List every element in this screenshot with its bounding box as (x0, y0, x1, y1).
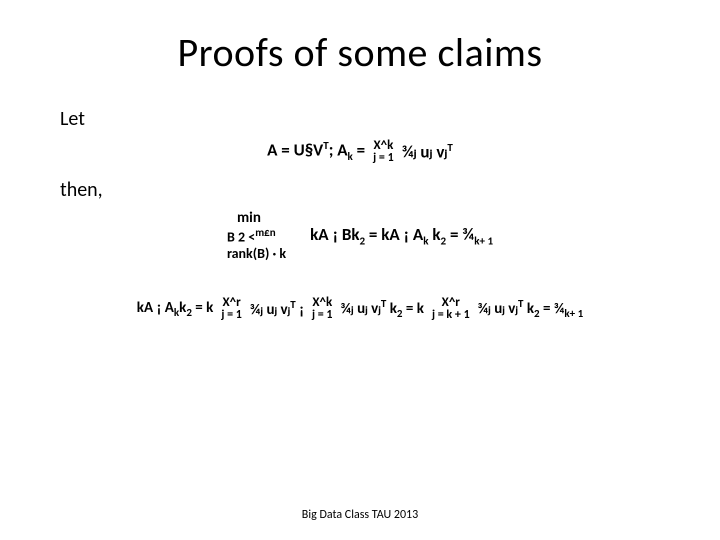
eq2-b4s: k+ 1 (474, 235, 493, 248)
equation-1: A = U§VT; Ak = X^k X j = 1 ¾ⱼ uⱼ vⱼT (40, 139, 680, 164)
eq2-body: kA ¡ Bk2 = kA ¡ Ak k2 = ¾k+ 1 (310, 224, 493, 247)
eq3-sumC-bot: j = k + 1 (432, 309, 470, 321)
equation-3: kA ¡ Akk2 = k X^r j = 1 ¾ⱼ uⱼ vⱼT ¡ X^k … (40, 296, 680, 321)
eq3-termA: ¾ⱼ uⱼ vⱼT ¡ (250, 298, 304, 319)
eq3-finals: k+ 1 (564, 307, 583, 320)
eq3-termC: ¾ⱼ uⱼ vⱼT k2 = ¾k+ 1 (478, 297, 584, 320)
let-text: Let (60, 107, 680, 131)
then-text: then, (60, 178, 680, 202)
eq2-b2: = kA ¡ A (365, 224, 423, 245)
eq2-min-line3: rank(B) · k (227, 246, 286, 262)
eq2-b1: kA ¡ Bk (310, 224, 359, 245)
slide-title: Proofs of some claims (40, 28, 680, 77)
eq1-lhs-text: A = U§V (267, 140, 323, 161)
eq2-min: min B 2 <m£n rank(B) · k (227, 210, 286, 262)
slide: Proofs of some claims Let A = U§VT; Ak =… (0, 0, 720, 540)
eq1-term-text: ¾ⱼ uⱼ vⱼ (402, 141, 448, 162)
eq1-lhs: A = U§VT; Ak = (267, 139, 365, 163)
eq3-eq2: = k (402, 300, 423, 318)
footer-text: Big Data Class TAU 2013 (0, 508, 720, 522)
eq3-minus: ¡ (296, 301, 304, 319)
eq3-p1t: kA ¡ A (137, 299, 174, 317)
eq1-sep: ; A (329, 140, 348, 161)
eq3-sumA: X^r j = 1 (221, 296, 242, 321)
eq2-min-line2: B 2 <m£n (227, 227, 276, 246)
eq2-min-top: min (237, 210, 261, 227)
eq3-tA: ¾ⱼ uⱼ vⱼ (250, 301, 290, 319)
eq3-sumC: X^r j = k + 1 (432, 296, 470, 321)
eq1-sum-bot: j = 1 (373, 152, 394, 164)
eq1-term: ¾ⱼ uⱼ vⱼT (402, 141, 453, 163)
eq3-p1: kA ¡ Akk2 = k (137, 299, 214, 319)
eq3-sumA-bot: j = 1 (221, 309, 242, 321)
eq1-eq: = (353, 140, 365, 161)
eq2-b3: k (429, 224, 441, 245)
eq3-tC: ¾ⱼ uⱼ vⱼ (478, 300, 518, 318)
eq3-sumB-bot: j = 1 (312, 309, 333, 321)
eq3-termB: ¾ⱼ uⱼ vⱼT k2 = k (341, 297, 424, 320)
eq2-min-line2-exp: m£n (255, 226, 275, 239)
eq1-term-sup: T (447, 141, 452, 154)
eq3-final: = ¾ (540, 300, 565, 318)
eq3-tB: ¾ⱼ uⱼ vⱼ (341, 300, 381, 318)
eq2-b4: = ¾ (446, 224, 474, 245)
eq3-sumB: X^k j = 1 (312, 296, 333, 321)
eq3-eq1: = k (192, 299, 213, 317)
eq2-min-line2-a: B 2 < (227, 229, 255, 246)
eq3-k2b: k (523, 300, 534, 318)
eq1-sum: X^k X j = 1 (373, 139, 394, 164)
eq3-k2a: k (386, 300, 397, 318)
equation-2: min B 2 <m£n rank(B) · k kA ¡ Bk2 = kA ¡… (40, 210, 680, 262)
